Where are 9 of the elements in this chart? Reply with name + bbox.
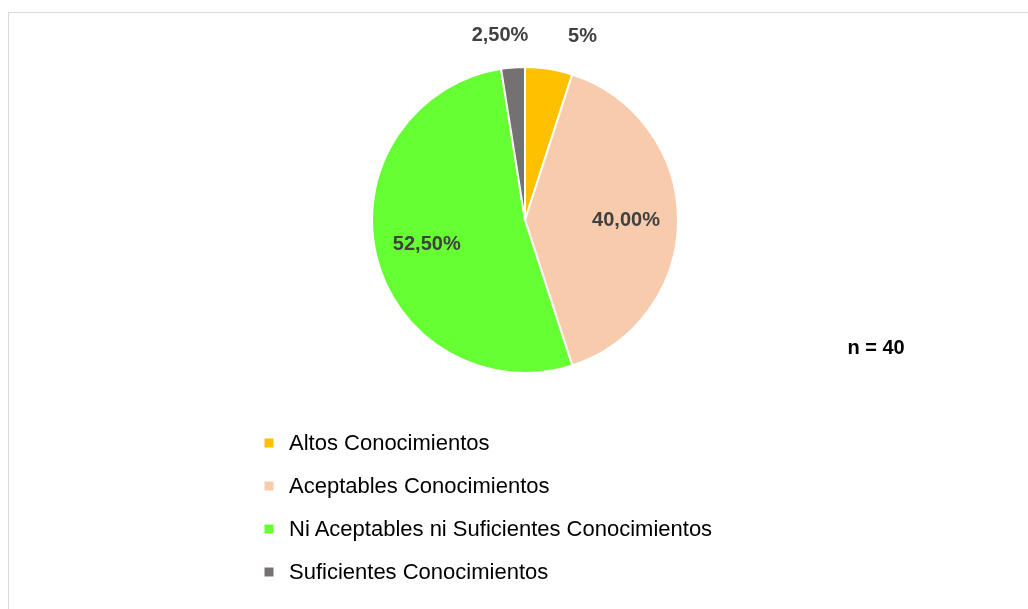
legend-label: Altos Conocimientos <box>289 430 490 455</box>
data-label: 5% <box>568 24 598 47</box>
legend-label: Aceptables Conocimientos <box>289 473 550 498</box>
legend-label: Suficientes Conocimientos <box>289 559 549 584</box>
data-label: 2,50% <box>471 22 529 45</box>
legend-label: Ni Aceptables ni Suficientes Conocimientos <box>289 516 713 541</box>
text: n = 40 <box>847 336 905 358</box>
data-label: 52,50% <box>392 231 461 254</box>
data-label: 40,00% <box>592 208 661 230</box>
